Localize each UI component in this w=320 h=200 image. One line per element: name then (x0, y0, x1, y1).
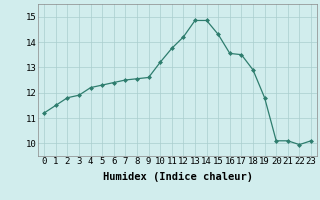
X-axis label: Humidex (Indice chaleur): Humidex (Indice chaleur) (103, 172, 252, 182)
